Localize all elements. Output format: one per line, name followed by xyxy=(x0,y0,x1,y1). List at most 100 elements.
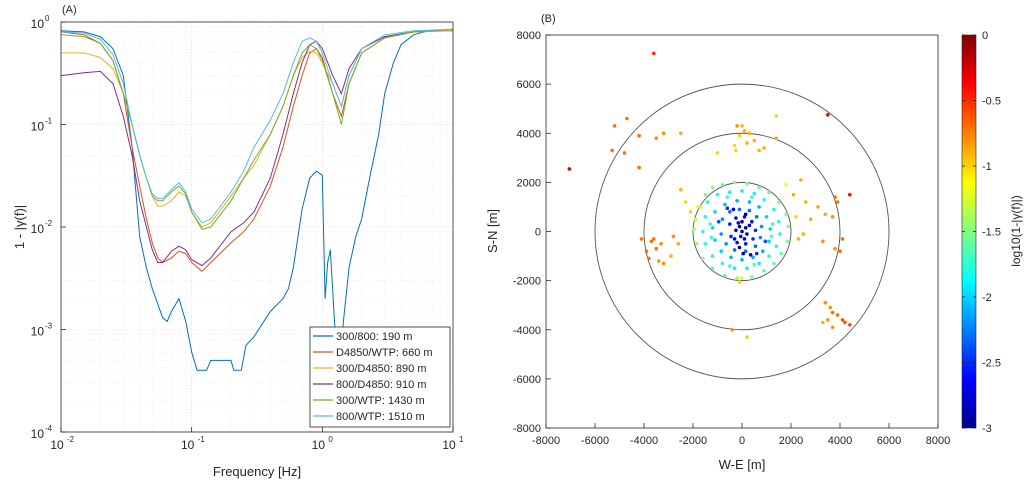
x-tick-label: 10 xyxy=(442,438,456,452)
scatter-point xyxy=(747,200,752,204)
scatter-point xyxy=(692,227,696,231)
scatter-point xyxy=(652,51,656,56)
scatter-point xyxy=(739,234,743,239)
scatter-point xyxy=(821,320,825,325)
scatter-point xyxy=(762,146,766,150)
y-tick-exponent: 0 xyxy=(45,14,50,23)
scatter-point xyxy=(612,124,617,128)
colorbar-tick-label: -1 xyxy=(982,161,992,173)
scatter-point xyxy=(693,217,698,221)
colorbar-ticks: 0 -0.5 -1 -1.5 -2 -2.5 -3 xyxy=(962,30,1001,435)
scatter-point xyxy=(654,136,659,140)
scatter-point xyxy=(762,269,766,273)
scatter-point xyxy=(750,275,754,279)
scatter-point xyxy=(747,223,752,228)
scatter-point xyxy=(740,219,744,224)
scatter-point xyxy=(647,256,651,261)
y-tick-label: 8000 xyxy=(517,30,541,42)
x-tick-label: -2000 xyxy=(679,435,707,447)
scatter-point xyxy=(835,313,840,317)
scatter-point xyxy=(709,235,714,240)
reference-circle xyxy=(643,132,841,331)
panel-a-lines xyxy=(61,28,453,384)
legend-label-6: 800/WTP: 1510 m xyxy=(336,411,425,423)
y-tick-exponent: -4 xyxy=(45,424,53,433)
panel-b-ticks: -8000 -6000 -4000 -2000 0 2000 4000 6000 8000 -80… xyxy=(513,30,950,447)
scatter-point xyxy=(772,207,776,212)
y-tick-label: 10 xyxy=(31,17,45,31)
scatter-point xyxy=(649,239,654,244)
scatter-point xyxy=(723,273,727,278)
scatter-point xyxy=(719,249,723,253)
colorbar-tick-label: -3 xyxy=(982,423,992,435)
scatter-point xyxy=(703,192,708,197)
scatter-point xyxy=(701,229,705,234)
legend-label-3: 300/D4850: 890 m xyxy=(336,363,427,375)
scatter-point xyxy=(725,195,730,199)
scatter-point xyxy=(743,212,748,217)
scatter-point xyxy=(770,222,775,226)
y-tick-label: -2000 xyxy=(513,276,541,288)
scatter-point xyxy=(826,318,830,322)
scatter-point xyxy=(751,255,755,260)
scatter-point xyxy=(786,224,791,229)
x-tick-label: 6000 xyxy=(877,435,901,447)
series-line-6 xyxy=(61,28,453,224)
scatter-point xyxy=(767,190,771,194)
scatter-point xyxy=(833,246,837,251)
scatter-point xyxy=(637,133,641,138)
series-line-4 xyxy=(61,28,453,267)
scatter-point xyxy=(794,215,798,219)
scatter-point xyxy=(737,280,742,284)
y-tick-label: 2000 xyxy=(517,177,541,189)
colorbar-tick-label: 0 xyxy=(982,30,988,42)
y-tick-label: 10 xyxy=(31,222,45,236)
scatter-point xyxy=(723,202,727,207)
panel-a-grid xyxy=(61,22,453,432)
scatter-point xyxy=(703,215,708,219)
x-tick-exponent: 0 xyxy=(328,435,333,444)
scatter-point xyxy=(656,259,661,263)
scatter-point xyxy=(654,246,659,251)
scatter-point xyxy=(767,254,771,258)
scatter-point xyxy=(767,239,771,244)
panel-a: (A) 10 -2 10 -1 10 0 10 110 -410 -310 -210 -110 0 Fr… xyxy=(12,4,464,479)
scatter-point xyxy=(768,227,772,231)
scatter-point xyxy=(732,143,737,148)
scatter-point xyxy=(757,205,761,209)
y-tick-exponent: -1 xyxy=(45,117,53,126)
scatter-point xyxy=(708,222,712,226)
scatter-point xyxy=(743,226,748,230)
scatter-point xyxy=(661,131,666,136)
scatter-point xyxy=(833,195,837,199)
scatter-point xyxy=(821,239,825,244)
scatter-point xyxy=(730,328,734,332)
scatter-point xyxy=(715,151,720,155)
scatter-point xyxy=(740,124,744,128)
legend: 300/800: 190 m D4850/WTP: 660 m 300/D4850:… xyxy=(309,326,451,428)
scatter-point xyxy=(835,200,840,204)
x-tick-exponent: -1 xyxy=(198,435,206,444)
scatter-point xyxy=(750,219,754,224)
series-line-2 xyxy=(61,30,453,272)
scatter-point xyxy=(724,242,728,246)
scatter-point xyxy=(742,129,747,133)
scatter-point xyxy=(720,183,725,187)
scatter-point xyxy=(752,191,757,196)
scatter-point xyxy=(758,235,763,240)
scatter-point xyxy=(745,266,749,271)
legend-label-4: 800/D4850: 910 m xyxy=(336,379,427,391)
reference-circle xyxy=(594,83,890,380)
y-tick-label: -8000 xyxy=(513,423,541,435)
scatter-point xyxy=(774,244,779,248)
scatter-point xyxy=(743,249,748,253)
scatter-point xyxy=(751,237,755,241)
scatter-point xyxy=(713,210,717,214)
scatter-point xyxy=(830,310,835,315)
scatter-point xyxy=(777,219,781,224)
scatter-point xyxy=(669,254,673,258)
scatter-point xyxy=(732,180,737,185)
scatter-point xyxy=(659,242,663,246)
scatter-point xyxy=(823,300,828,305)
scatter-point xyxy=(840,318,845,322)
